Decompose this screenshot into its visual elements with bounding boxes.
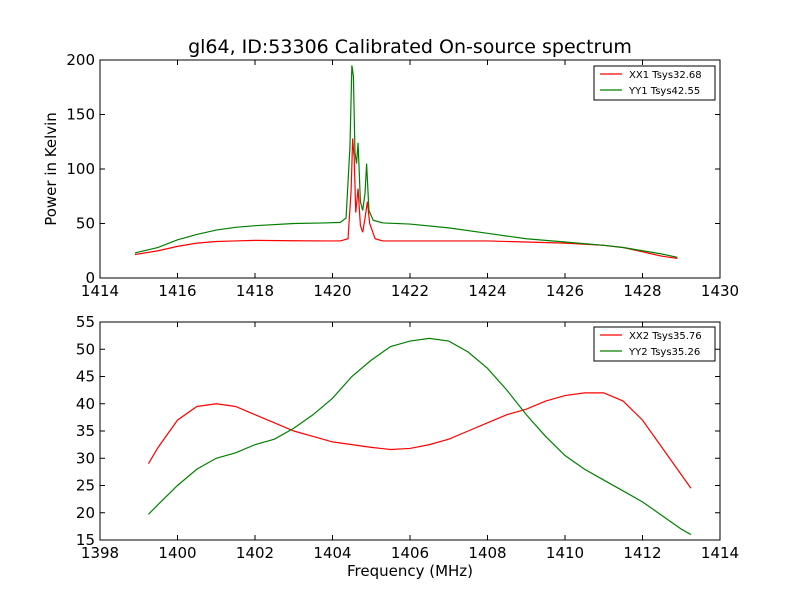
bottom-x-tick-label: 1398 xyxy=(81,544,119,562)
top-y-tick-label: 50 xyxy=(76,215,95,233)
bottom-x-tick-label: 1408 xyxy=(468,544,506,562)
bottom-y-tick-label: 25 xyxy=(76,477,95,495)
top-x-tick-label: 1414 xyxy=(81,282,119,300)
top-axis-ticks: 1414 1416 1418 1420 1422 1424 1426 1428 1430 0 50 1… xyxy=(66,51,739,300)
bottom-series-line-1 xyxy=(148,337,692,536)
bottom-x-tick-label: 1412 xyxy=(623,544,661,562)
bottom-series-group xyxy=(147,337,692,536)
top-y-axis-label: Power in Kelvin xyxy=(42,112,60,226)
top-x-tick-label: 1424 xyxy=(468,282,506,300)
bottom-series-line-0 xyxy=(147,392,692,489)
bottom-x-tick-label: 1402 xyxy=(236,544,274,562)
top-y-tick-label: 100 xyxy=(66,160,95,178)
bottom-x-tick-label: 1406 xyxy=(391,544,429,562)
bottom-y-tick-label: 45 xyxy=(76,368,95,386)
bottom-y-tick-label: 15 xyxy=(76,531,95,549)
top-legend-label-xx1: XX1 Tsys32.68 xyxy=(629,70,702,81)
bottom-axis-ticks: 1398 1400 1402 1404 1406 1408 1410 1412 1414 15 20… xyxy=(76,313,739,562)
bottom-legend-label-yy2: YY2 Tsys35.26 xyxy=(628,347,700,358)
top-series-group xyxy=(134,65,678,259)
top-x-tick-label: 1428 xyxy=(623,282,661,300)
top-x-tick-label: 1422 xyxy=(391,282,429,300)
top-y-tick-label: 0 xyxy=(85,269,95,287)
bottom-y-tick-label: 35 xyxy=(76,422,95,440)
top-plot: 1414 1416 1418 1420 1422 1424 1426 1428 1430 0 50 1… xyxy=(42,51,739,300)
top-y-tick-label: 150 xyxy=(66,106,95,124)
bottom-y-tick-label: 50 xyxy=(76,340,95,358)
top-x-tick-label: 1416 xyxy=(158,282,196,300)
bottom-legend: XX2 Tsys35.76 YY2 Tsys35.26 xyxy=(593,326,716,362)
bottom-legend-box xyxy=(593,326,716,362)
bottom-legend-label-xx2: XX2 Tsys35.76 xyxy=(629,331,702,342)
bottom-y-tick-label: 20 xyxy=(76,504,95,522)
top-y-tick-label: 200 xyxy=(66,51,95,69)
bottom-plot: 1398 1400 1402 1404 1406 1408 1410 1412 1414 15 20… xyxy=(76,313,739,580)
bottom-x-tick-label: 1404 xyxy=(313,544,351,562)
top-x-tick-label: 1426 xyxy=(546,282,584,300)
top-legend: XX1 Tsys32.68 YY1 Tsys42.55 xyxy=(593,65,716,101)
top-x-tick-label: 1420 xyxy=(313,282,351,300)
top-legend-label-yy1: YY1 Tsys42.55 xyxy=(628,86,700,97)
top-x-tick-label: 1418 xyxy=(236,282,274,300)
bottom-x-axis-label: Frequency (MHz) xyxy=(347,562,473,580)
top-series-line-0 xyxy=(134,138,678,259)
bottom-y-tick-label: 30 xyxy=(76,449,95,467)
bottom-x-tick-label: 1400 xyxy=(158,544,196,562)
bottom-x-tick-label: 1414 xyxy=(701,544,739,562)
bottom-y-tick-label: 55 xyxy=(76,313,95,331)
bottom-x-tick-label: 1410 xyxy=(546,544,584,562)
top-legend-box xyxy=(593,65,716,101)
top-x-tick-label: 1430 xyxy=(701,282,739,300)
bottom-y-tick-label: 40 xyxy=(76,395,95,413)
top-series-line-1 xyxy=(134,65,678,258)
figure-title: gl64, ID:53306 Calibrated On-source spec… xyxy=(188,36,632,58)
